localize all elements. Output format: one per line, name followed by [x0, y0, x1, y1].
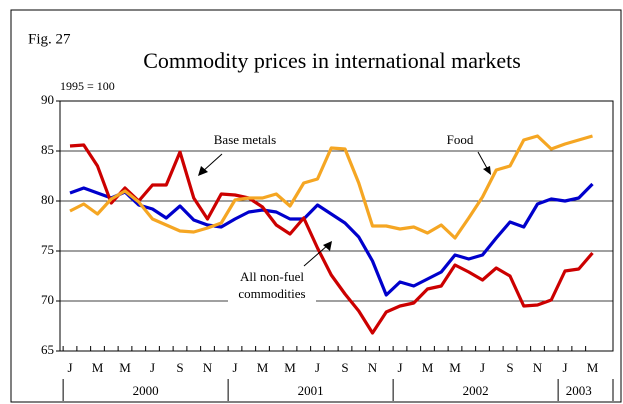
x-tick-label: M	[92, 360, 104, 375]
x-tick-label: J	[480, 360, 485, 375]
arrow	[201, 153, 223, 173]
x-tick-label: J	[315, 360, 320, 375]
x-tick-label: N	[368, 360, 378, 375]
x-tick-label: N	[533, 360, 543, 375]
series-label-box: All non-fuel commodities	[228, 268, 316, 302]
y-tick-label: 70	[41, 292, 54, 307]
series-label: All non-fuel commodities	[228, 268, 316, 302]
year-label: 2002	[463, 383, 489, 398]
year-label: 2000	[133, 383, 159, 398]
x-tick-label: J	[397, 360, 402, 375]
x-tick-label: J	[67, 360, 72, 375]
label-bg	[440, 133, 480, 150]
x-tick-label: M	[449, 360, 461, 375]
x-tick-label: J	[150, 360, 155, 375]
x-tick-label: S	[176, 360, 183, 375]
y-tick-label: 80	[41, 192, 54, 207]
x-tick-label: J	[562, 360, 567, 375]
x-tick-label: M	[587, 360, 599, 375]
year-label: 2003	[566, 383, 592, 398]
y-tick-label: 90	[41, 92, 54, 107]
annotations: Base metals Food All non-fuel commoditie…	[198, 132, 491, 302]
chart-title: Commodity prices in international market…	[143, 48, 521, 73]
y-tick-label: 75	[41, 242, 54, 257]
series-line	[69, 134, 593, 240]
arrow	[477, 151, 489, 171]
arrowhead	[483, 166, 491, 175]
series-line	[69, 143, 594, 335]
plot-frame	[59, 100, 614, 352]
x-tick-label: M	[119, 360, 131, 375]
x-tick-label: S	[506, 360, 513, 375]
arrowhead	[323, 241, 332, 251]
y-tick-label: 85	[41, 142, 54, 157]
x-tick-label: M	[284, 360, 296, 375]
figure-label: Fig. 27	[28, 31, 71, 47]
x-tick-label: M	[257, 360, 269, 375]
x-tick-label: S	[341, 360, 348, 375]
arrow	[303, 244, 329, 267]
unit-label: 1995 = 100	[60, 79, 115, 93]
series-label: Base metals	[214, 132, 276, 147]
arrowhead	[198, 166, 208, 176]
year-label: 2001	[298, 383, 324, 398]
series-label: Food	[447, 132, 474, 147]
series-line	[69, 182, 594, 297]
x-tick-label: M	[422, 360, 434, 375]
label-bg	[205, 133, 285, 150]
x-tick-label: J	[232, 360, 237, 375]
x-tick-label: N	[203, 360, 213, 375]
y-tick-label: 65	[41, 342, 54, 357]
